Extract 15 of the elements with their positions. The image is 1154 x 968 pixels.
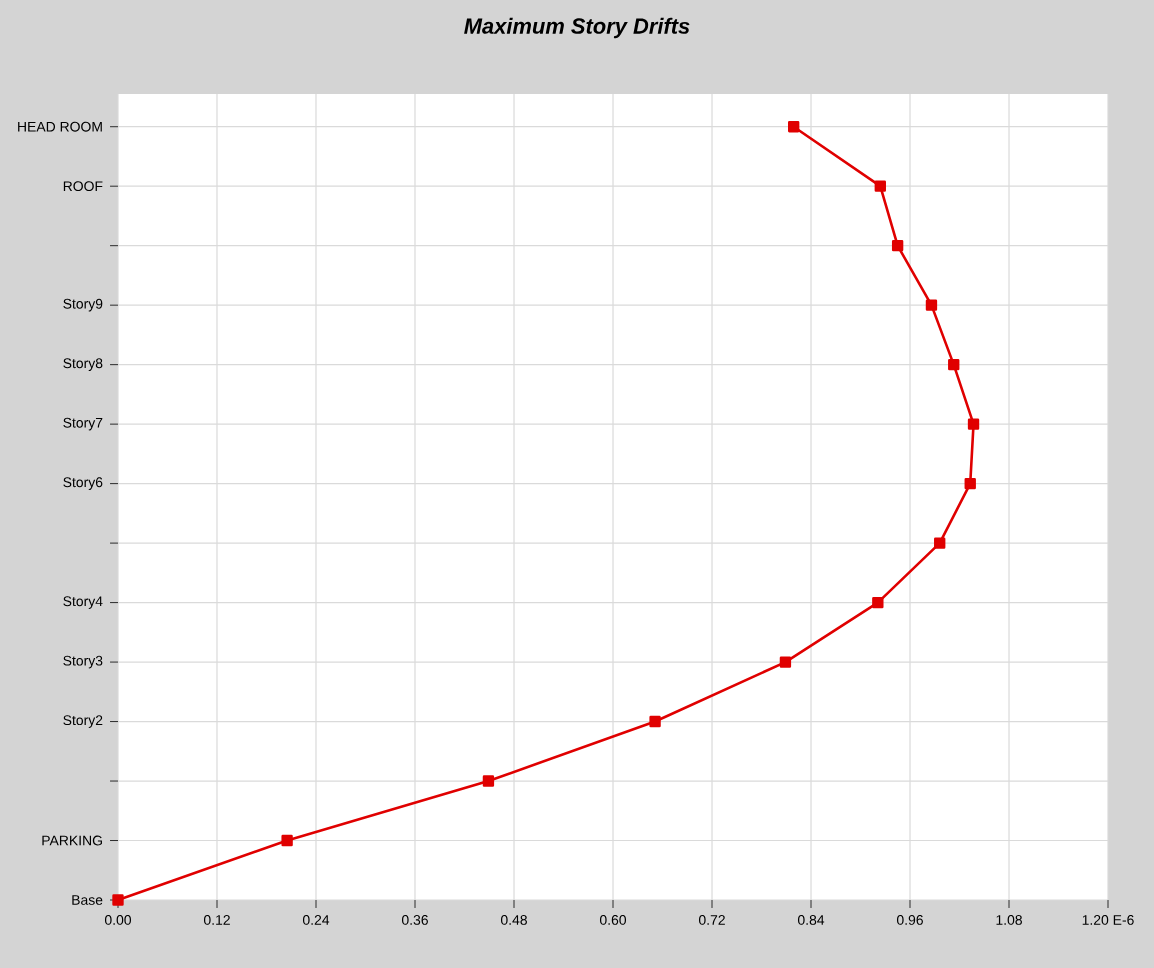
point <box>872 596 884 609</box>
point <box>948 358 960 371</box>
point <box>934 537 946 549</box>
point <box>964 477 976 490</box>
point <box>874 180 886 192</box>
point <box>281 834 293 847</box>
point <box>925 299 938 311</box>
point <box>967 418 980 430</box>
point <box>112 894 124 906</box>
point <box>788 121 800 133</box>
point <box>482 775 495 787</box>
point <box>649 715 661 728</box>
chart-title: Maximum Story Drifts <box>464 17 690 39</box>
point <box>891 239 904 252</box>
point <box>779 656 792 668</box>
